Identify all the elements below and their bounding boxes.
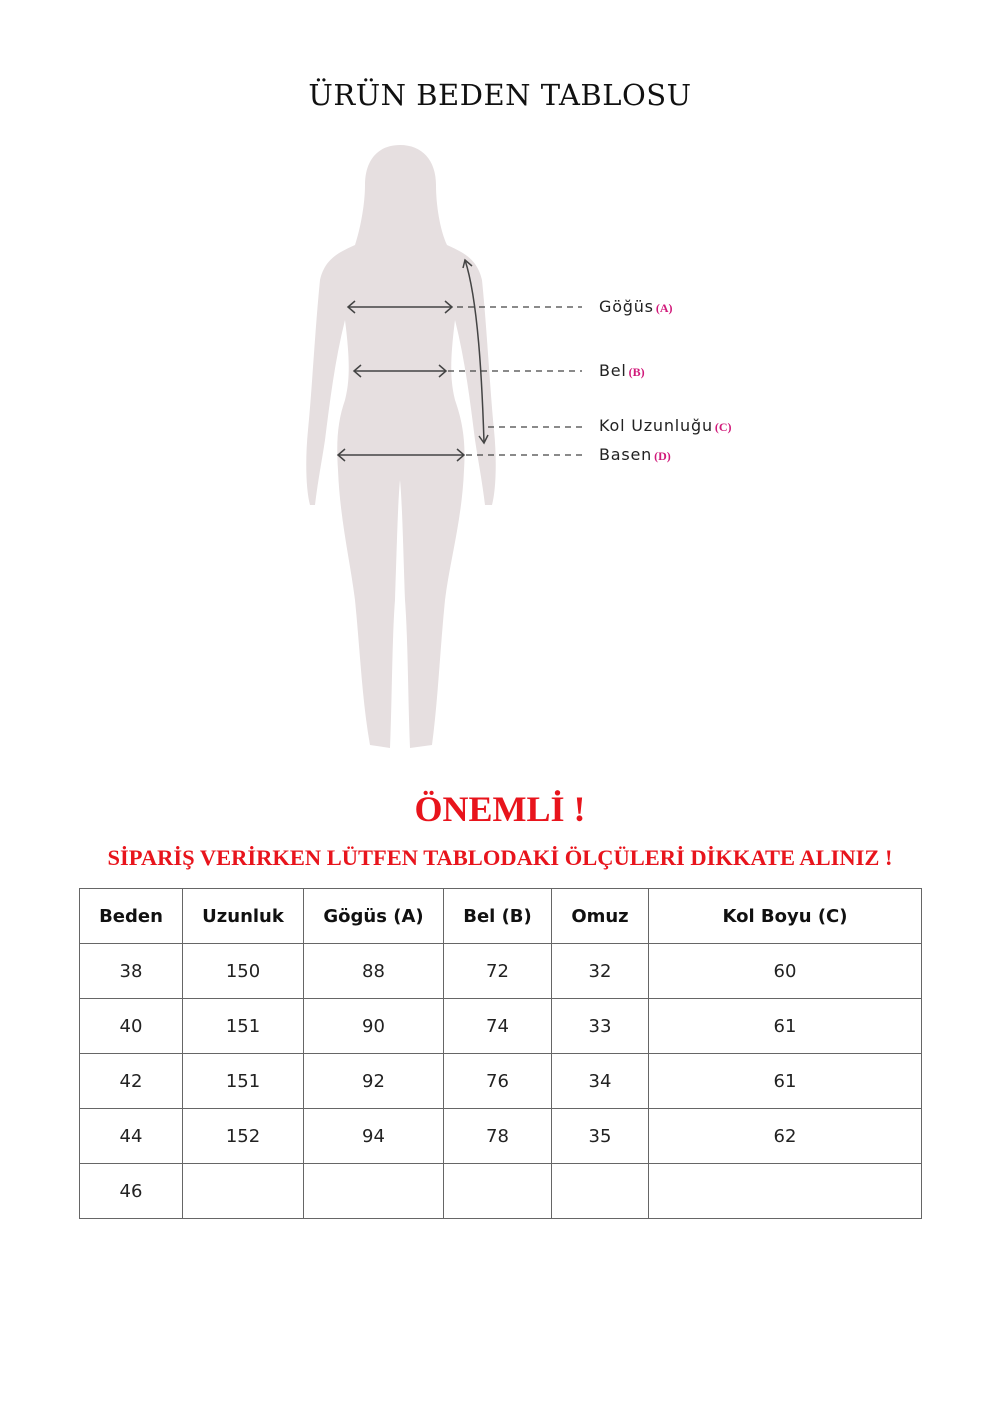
header-cell: Omuz [551,888,649,944]
header-cell: Gögüs (A) [303,888,444,944]
label-waist: Bel (B) [599,361,645,380]
body-silhouette [306,145,496,748]
cell: 60 [648,943,922,999]
cell: 44 [79,1108,183,1164]
header-cell: Uzunluk [182,888,304,944]
cell: 61 [648,998,922,1054]
table-row: 44 152 94 78 35 62 [79,1108,922,1164]
cell: 90 [303,998,444,1054]
cell: 32 [551,943,649,999]
cell: 152 [182,1108,304,1164]
cell: 72 [443,943,552,999]
cell: 151 [182,1053,304,1109]
label-tag: (C) [714,420,732,434]
table-row: 38 150 88 72 32 60 [79,943,922,999]
cell: 33 [551,998,649,1054]
label-tag: (B) [628,365,645,379]
cell: 150 [182,943,304,999]
header-cell: Beden [79,888,183,944]
cell: 34 [551,1053,649,1109]
cell [303,1163,444,1219]
label-text: Göğüs [599,297,654,316]
measurement-arrows [336,258,489,462]
label-tag: (D) [654,449,671,463]
cell [443,1163,552,1219]
cell [648,1163,922,1219]
page-title: ÜRÜN BEDEN TABLOSU [308,78,692,112]
cell: 35 [551,1108,649,1164]
cell: 62 [648,1108,922,1164]
header-cell: Kol Boyu (C) [648,888,922,944]
cell [551,1163,649,1219]
cell: 42 [79,1053,183,1109]
label-text: Basen [599,445,653,464]
cell: 46 [79,1163,183,1219]
size-table: Beden Uzunluk Gögüs (A) Bel (B) Omuz Kol… [79,888,922,1219]
cell: 94 [303,1108,444,1164]
table-row: 40 151 90 74 33 61 [79,998,922,1054]
label-hip: Basen (D) [599,445,671,464]
cell: 40 [79,998,183,1054]
label-chest: Göğüs (A) [599,297,673,316]
cell: 78 [443,1108,552,1164]
cell [182,1163,304,1219]
body-silhouette-diagram [306,145,584,748]
important-heading: ÖNEMLİ ! [414,789,586,829]
cell: 88 [303,943,444,999]
cell: 38 [79,943,183,999]
table-row: 46 [79,1163,922,1219]
header-cell: Bel (B) [443,888,552,944]
dashed-guides [448,306,584,456]
cell: 76 [443,1053,552,1109]
notice-text: SİPARİŞ VERİRKEN LÜTFEN TABLODAKİ ÖLÇÜLE… [107,845,893,870]
label-text: Kol Uzunluğu [599,416,713,435]
cell: 92 [303,1053,444,1109]
cell: 151 [182,998,304,1054]
cell: 61 [648,1053,922,1109]
label-tag: (A) [655,301,673,315]
table-header-row: Beden Uzunluk Gögüs (A) Bel (B) Omuz Kol… [79,888,922,944]
label-text: Bel [599,361,627,380]
label-sleeve-length: Kol Uzunluğu (C) [599,416,732,435]
table-row: 42 151 92 76 34 61 [79,1053,922,1109]
cell: 74 [443,998,552,1054]
